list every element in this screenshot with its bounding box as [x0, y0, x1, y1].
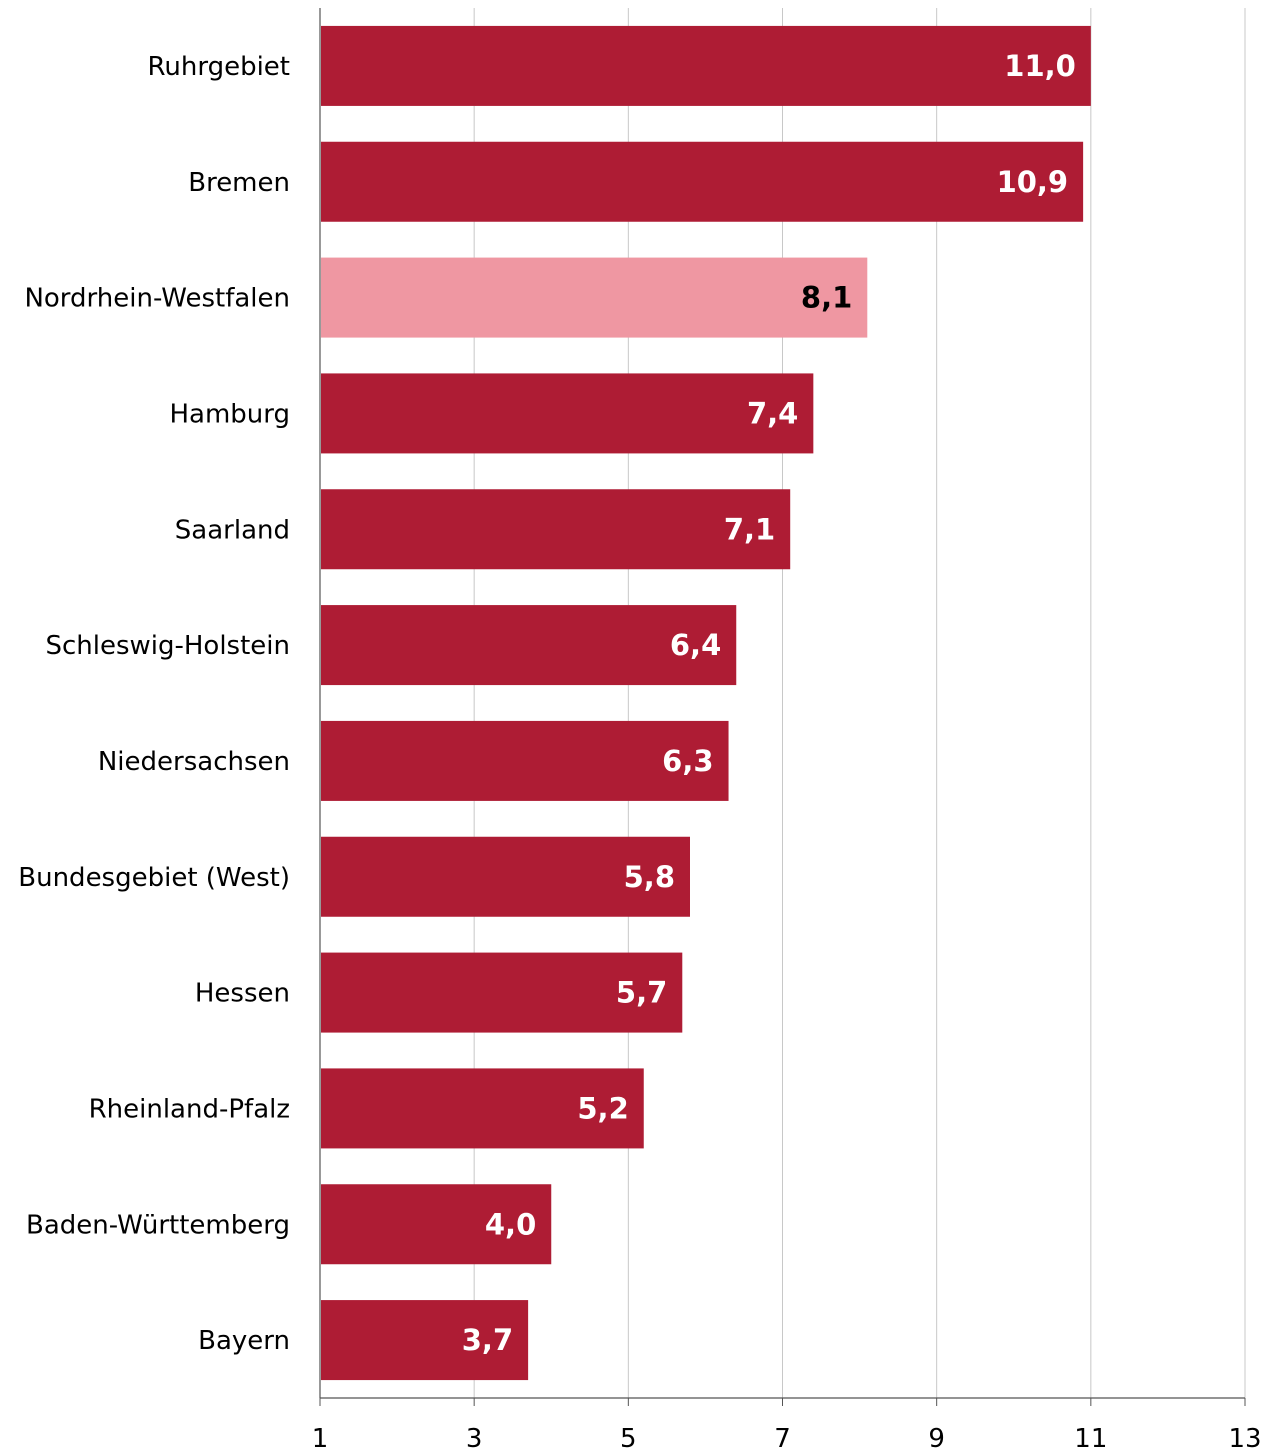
bar: [321, 605, 737, 686]
bar: [321, 836, 690, 917]
bar: [321, 489, 791, 570]
x-tick-label: 11: [1074, 1424, 1107, 1452]
category-label: Rheinland-Pfalz: [89, 1094, 290, 1124]
data-label: 5,2: [577, 1091, 628, 1125]
bar: [321, 952, 683, 1033]
data-label: 6,3: [662, 744, 713, 778]
bar: [321, 141, 1084, 222]
category-label: Niedersachsen: [98, 747, 290, 777]
category-label: Ruhrgebiet: [147, 52, 290, 82]
x-tick-label: 1: [312, 1424, 329, 1452]
category-label: Schleswig-Holstein: [45, 631, 290, 661]
category-label: Bundesgebiet (West): [18, 863, 290, 893]
category-label: Bayern: [198, 1326, 290, 1356]
data-label: 11,0: [1004, 49, 1076, 83]
x-tick-label: 9: [928, 1424, 945, 1452]
category-label: Hamburg: [169, 399, 290, 429]
data-label: 8,1: [801, 281, 852, 315]
x-tick-label: 13: [1228, 1424, 1261, 1452]
category-label: Hessen: [195, 979, 290, 1009]
data-label: 7,1: [724, 512, 775, 546]
bar: [321, 1068, 644, 1149]
data-label: 10,9: [997, 165, 1069, 199]
data-label: 4,0: [485, 1207, 536, 1241]
x-tick-label: 3: [466, 1424, 483, 1452]
bar: [321, 373, 814, 454]
category-label: Bremen: [188, 168, 290, 198]
bar: [321, 720, 729, 801]
data-label: 3,7: [462, 1323, 513, 1357]
bar: [321, 25, 1091, 106]
bar: [321, 1300, 529, 1381]
data-label: 7,4: [747, 396, 798, 430]
bar: [321, 257, 868, 338]
grid-lines: [473, 8, 1246, 1398]
x-tick-label: 7: [774, 1424, 791, 1452]
data-label: 6,4: [670, 628, 721, 662]
axes: [319, 8, 1246, 1406]
data-label: 5,8: [624, 860, 675, 894]
bar: [321, 1184, 552, 1265]
data-label: 5,7: [616, 976, 667, 1010]
category-label: Baden-Württemberg: [26, 1210, 290, 1240]
category-label: Nordrhein-Westfalen: [24, 284, 290, 314]
bars: [321, 25, 1091, 1381]
category-label: Saarland: [175, 515, 290, 545]
x-tick-label: 5: [620, 1424, 637, 1452]
